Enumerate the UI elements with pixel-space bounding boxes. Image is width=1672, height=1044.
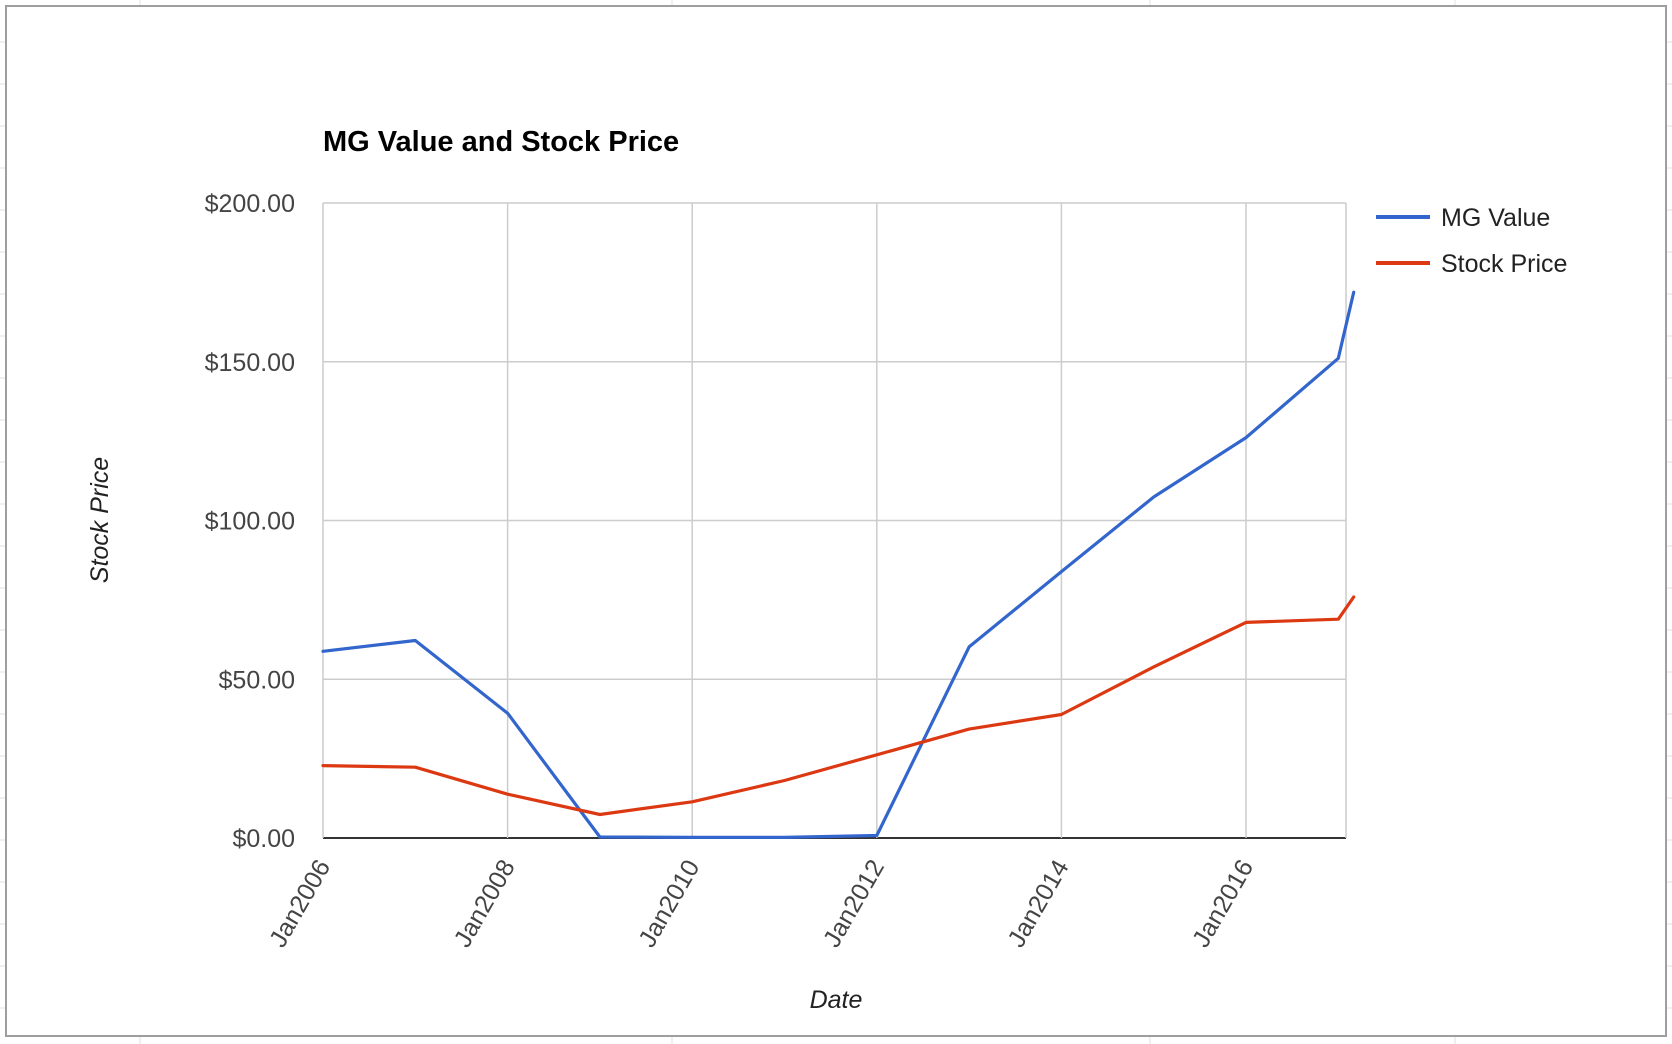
chart-title: MG Value and Stock Price (323, 126, 679, 158)
series-line-stock-price (321, 595, 1356, 817)
y-tick-label: $150.00 (205, 349, 295, 377)
series-lines (321, 290, 1356, 840)
y-tick-label: $50.00 (219, 666, 295, 694)
legend-label[interactable]: MG Value (1441, 204, 1550, 232)
y-tick-label: $0.00 (232, 825, 295, 853)
legend-label[interactable]: Stock Price (1441, 250, 1567, 278)
legend[interactable]: MG Value Stock Price (1376, 204, 1567, 278)
y-axis-ticks: $0.00 $50.00 $100.00 $150.00 $200.00 (205, 190, 295, 853)
y-axis-title: Stock Price (86, 457, 114, 583)
gridlines (322, 202, 1347, 839)
x-axis-title: Date (810, 986, 863, 1014)
series-line-mg-value (321, 290, 1356, 840)
y-tick-label: $100.00 (205, 508, 295, 536)
y-tick-label: $200.00 (205, 190, 295, 218)
